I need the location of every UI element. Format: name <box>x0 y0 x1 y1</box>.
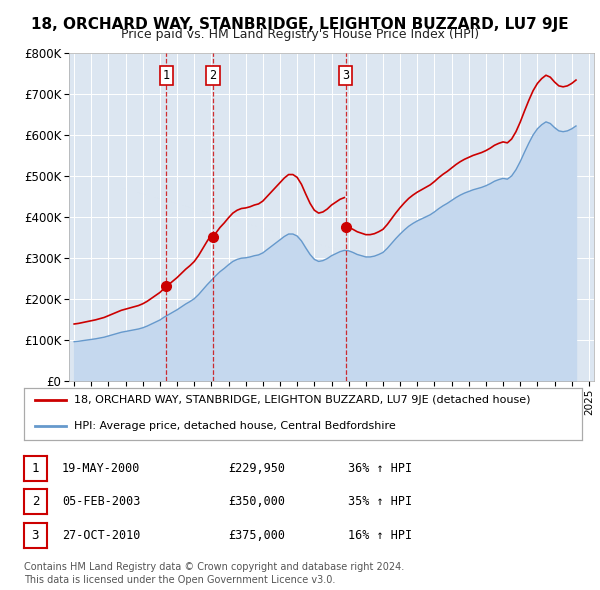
Text: 2: 2 <box>209 69 217 82</box>
Text: Price paid vs. HM Land Registry's House Price Index (HPI): Price paid vs. HM Land Registry's House … <box>121 28 479 41</box>
Text: £375,000: £375,000 <box>228 529 285 542</box>
Text: 19-MAY-2000: 19-MAY-2000 <box>62 461 140 475</box>
Text: 27-OCT-2010: 27-OCT-2010 <box>62 529 140 542</box>
Text: 1: 1 <box>32 461 39 475</box>
Text: 36% ↑ HPI: 36% ↑ HPI <box>348 461 412 475</box>
Text: 18, ORCHARD WAY, STANBRIDGE, LEIGHTON BUZZARD, LU7 9JE: 18, ORCHARD WAY, STANBRIDGE, LEIGHTON BU… <box>31 17 569 31</box>
Text: 05-FEB-2003: 05-FEB-2003 <box>62 495 140 509</box>
Text: 1: 1 <box>163 69 170 82</box>
Text: 2: 2 <box>32 495 39 509</box>
Text: 16% ↑ HPI: 16% ↑ HPI <box>348 529 412 542</box>
Text: 3: 3 <box>32 529 39 542</box>
Text: £229,950: £229,950 <box>228 461 285 475</box>
Text: Contains HM Land Registry data © Crown copyright and database right 2024.
This d: Contains HM Land Registry data © Crown c… <box>24 562 404 585</box>
Text: 18, ORCHARD WAY, STANBRIDGE, LEIGHTON BUZZARD, LU7 9JE (detached house): 18, ORCHARD WAY, STANBRIDGE, LEIGHTON BU… <box>74 395 531 405</box>
Text: 35% ↑ HPI: 35% ↑ HPI <box>348 495 412 509</box>
Text: 3: 3 <box>342 69 349 82</box>
Text: £350,000: £350,000 <box>228 495 285 509</box>
Text: HPI: Average price, detached house, Central Bedfordshire: HPI: Average price, detached house, Cent… <box>74 421 396 431</box>
